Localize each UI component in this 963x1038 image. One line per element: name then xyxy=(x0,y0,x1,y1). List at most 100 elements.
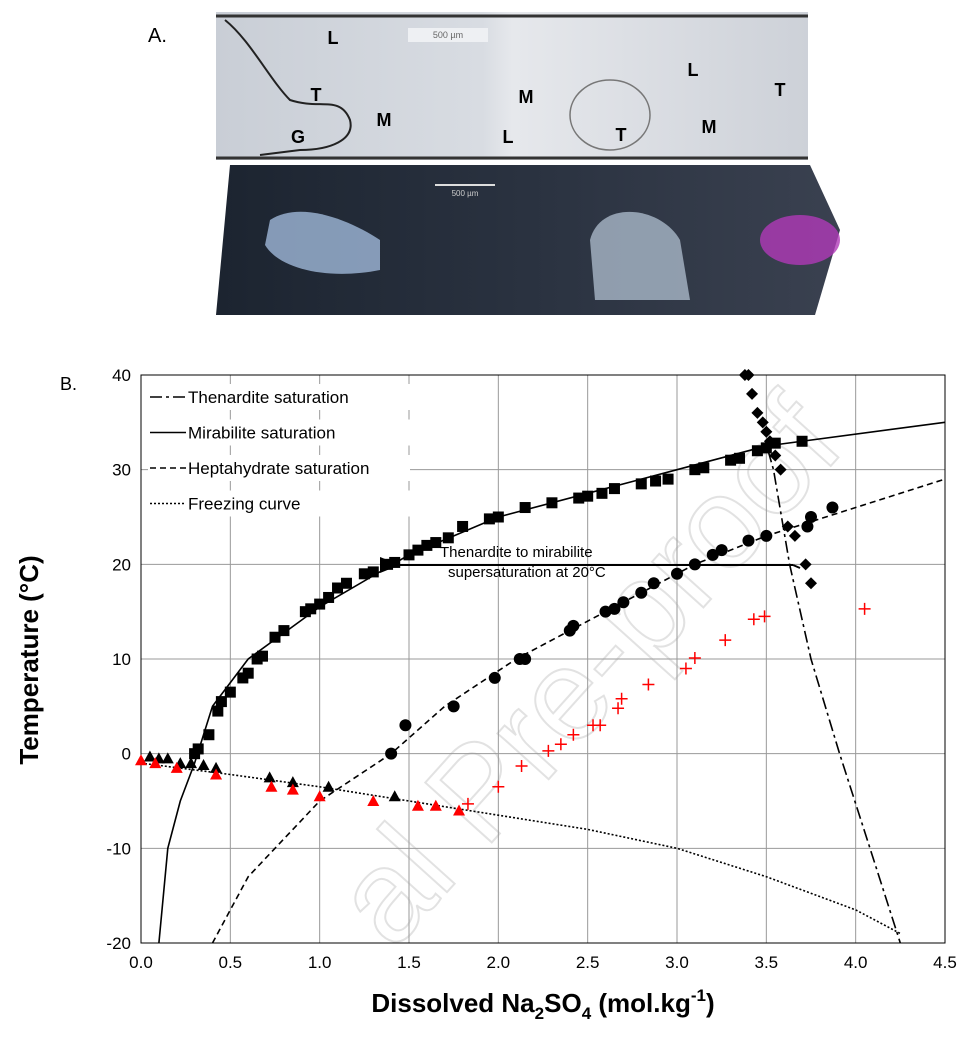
crystal-outline xyxy=(569,79,651,151)
photo-label: T xyxy=(616,125,627,145)
photo-top xyxy=(216,12,808,160)
diamond-point xyxy=(742,369,755,381)
triangle-point xyxy=(210,761,223,773)
circle-point xyxy=(488,671,501,684)
triangle-point xyxy=(453,804,466,816)
square-point xyxy=(305,603,317,615)
legend-label: Freezing curve xyxy=(188,495,300,514)
square-point xyxy=(412,544,424,556)
circle-point xyxy=(608,602,621,615)
x-tick-label: 4.0 xyxy=(844,953,868,972)
square-point xyxy=(519,502,531,514)
triangle-point xyxy=(367,795,380,806)
x-tick-label: 0.0 xyxy=(129,953,153,972)
panel-label: B. xyxy=(60,374,77,394)
triangle-point xyxy=(313,790,326,802)
curve xyxy=(767,450,902,943)
square-point xyxy=(596,487,608,499)
x-title-part: ) xyxy=(706,988,715,1018)
photo-label: G xyxy=(291,127,305,147)
square-point xyxy=(760,442,772,454)
triangle-point xyxy=(411,799,424,811)
annotation: Thenardite to mirabilite xyxy=(440,544,593,561)
plus-point xyxy=(612,702,625,715)
triangle-point xyxy=(149,757,162,769)
square-point xyxy=(269,631,281,643)
legend: Thenardite saturation Mirabilite saturati… xyxy=(148,384,410,517)
y-axis-title: Temperature (°C) xyxy=(14,555,44,764)
legend-bg xyxy=(148,419,410,446)
y-tick-label: 0 xyxy=(122,745,131,764)
diamond-point xyxy=(751,406,764,419)
square-point xyxy=(796,435,808,447)
circle-point xyxy=(826,501,839,514)
x-tick-label: 3.5 xyxy=(755,953,779,972)
y-tick-label: 20 xyxy=(112,555,131,574)
triangle-point xyxy=(143,750,156,762)
y-tick-label: 10 xyxy=(112,650,131,669)
square-point xyxy=(367,566,379,578)
square-point xyxy=(203,729,215,741)
photo-label: L xyxy=(503,127,514,147)
square-point xyxy=(314,598,326,610)
x-tick-label: 4.5 xyxy=(933,953,957,972)
scale-bar xyxy=(408,28,488,42)
x-title-part: 2 xyxy=(535,1004,544,1023)
plus-point xyxy=(461,797,474,810)
x-tick-label: 1.5 xyxy=(397,953,421,972)
annotation: supersaturation at 20°C xyxy=(448,564,606,581)
diamond-point xyxy=(760,425,773,438)
square-point xyxy=(689,464,701,476)
square-point xyxy=(751,445,763,457)
square-point xyxy=(332,582,344,594)
plus-point xyxy=(719,634,732,647)
y-tick-label: -10 xyxy=(106,839,131,858)
triangle-point xyxy=(322,780,335,792)
triangle-point xyxy=(135,754,147,766)
plus-point xyxy=(758,610,771,623)
photo-label: M xyxy=(519,87,534,107)
triangle-point xyxy=(388,790,401,802)
plus-point xyxy=(747,613,760,626)
photo-label: M xyxy=(702,117,717,137)
legend-label: Mirabilite saturation xyxy=(188,424,335,443)
circle-point xyxy=(617,596,630,609)
x-tick-label: 0.5 xyxy=(219,953,243,972)
diamond-point xyxy=(756,416,769,429)
circle-point xyxy=(567,619,580,632)
x-tick-label: 2.5 xyxy=(576,953,600,972)
circle-point xyxy=(805,511,817,523)
circle-point xyxy=(742,534,755,547)
x-tick-label: 1.0 xyxy=(308,953,332,972)
diamond-point xyxy=(763,435,776,448)
square-point xyxy=(278,625,290,637)
diamond-point xyxy=(781,520,794,533)
square-point xyxy=(242,667,254,679)
square-point xyxy=(358,568,370,580)
crystal-region xyxy=(265,211,380,274)
diamond-point xyxy=(774,463,787,476)
square-point xyxy=(662,473,674,485)
x-tick-label: 3.0 xyxy=(665,953,689,972)
circle-point xyxy=(635,586,648,599)
diamond-point xyxy=(788,529,801,542)
square-point xyxy=(698,462,710,474)
y-tick-label: -20 xyxy=(106,934,131,953)
triangle-point xyxy=(286,776,299,788)
square-point xyxy=(546,497,558,509)
square-point xyxy=(212,705,224,717)
triangle-point xyxy=(263,771,276,783)
square-point xyxy=(492,511,504,523)
legend-label: Thenardite saturation xyxy=(188,388,349,407)
crystal-region xyxy=(760,215,840,265)
square-point xyxy=(573,492,585,504)
scale-bar-label: 500 µm xyxy=(452,189,479,198)
diamond-point xyxy=(746,387,759,400)
square-point xyxy=(430,537,442,549)
markers xyxy=(135,369,871,816)
plus-point xyxy=(642,678,655,691)
square-point xyxy=(442,532,454,544)
square-point xyxy=(340,577,352,589)
square-point xyxy=(457,520,469,532)
